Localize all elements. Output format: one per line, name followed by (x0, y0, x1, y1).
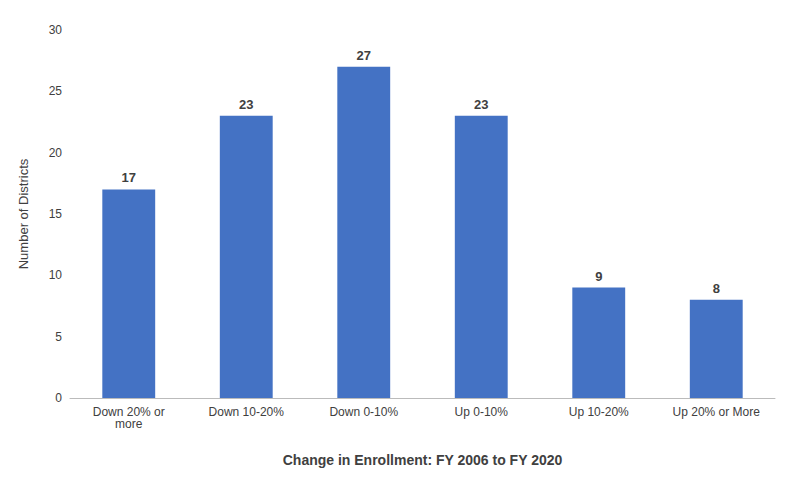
svg-text:Up 20% or More: Up 20% or More (673, 405, 761, 419)
svg-text:20: 20 (49, 146, 63, 160)
svg-text:Down 20% or: Down 20% or (92, 405, 165, 419)
svg-text:23: 23 (239, 97, 253, 112)
svg-text:27: 27 (357, 48, 371, 63)
svg-text:17: 17 (122, 170, 136, 185)
svg-text:Change in Enrollment: FY 2006: Change in Enrollment: FY 2006 to FY 2020 (283, 452, 563, 468)
svg-text:5: 5 (55, 330, 62, 344)
svg-text:8: 8 (713, 281, 720, 296)
svg-text:Up 10-20%: Up 10-20% (569, 405, 629, 419)
svg-text:15: 15 (49, 207, 63, 221)
svg-text:Up 0-10%: Up 0-10% (455, 405, 509, 419)
svg-text:25: 25 (49, 84, 63, 98)
svg-text:9: 9 (595, 269, 602, 284)
svg-text:more: more (115, 417, 143, 431)
svg-text:0: 0 (55, 391, 62, 405)
svg-text:Down 10-20%: Down 10-20% (209, 405, 285, 419)
svg-text:Down 0-10%: Down 0-10% (329, 405, 398, 419)
svg-text:10: 10 (49, 268, 63, 282)
svg-text:Number of Districts: Number of Districts (16, 158, 31, 269)
svg-text:23: 23 (474, 97, 488, 112)
svg-text:30: 30 (49, 23, 63, 37)
